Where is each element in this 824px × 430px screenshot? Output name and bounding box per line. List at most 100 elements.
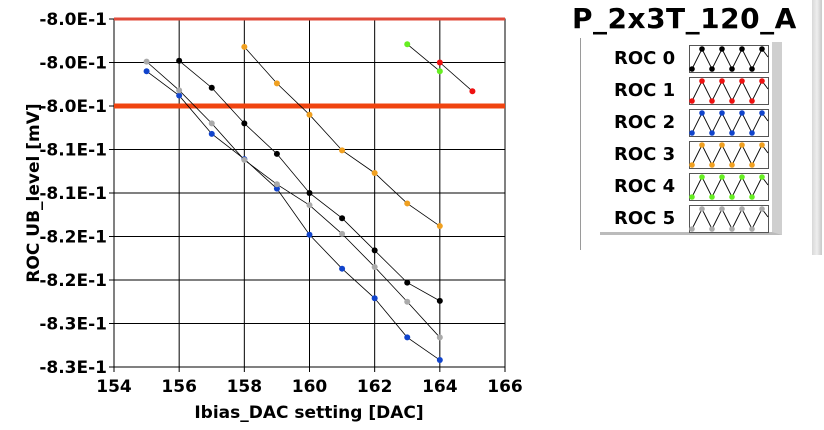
legend-marker <box>709 66 715 72</box>
legend-marker <box>729 66 735 72</box>
data-point <box>436 68 443 75</box>
scrollbar[interactable] <box>812 0 822 255</box>
chart-title: P_2x3T_120_A <box>572 2 797 35</box>
legend-marker <box>699 206 705 212</box>
legend-label: ROC 4 <box>614 176 676 197</box>
legend-label: ROC 2 <box>614 112 676 133</box>
legend-marker <box>729 130 735 136</box>
legend-marker <box>749 130 755 136</box>
data-point <box>208 84 215 91</box>
legend-swatch <box>689 109 769 137</box>
data-point <box>306 231 313 238</box>
data-point <box>241 43 248 50</box>
series-line <box>146 61 441 338</box>
legend-marker <box>689 130 695 136</box>
legend-marker <box>739 174 745 180</box>
data-point <box>371 169 378 176</box>
data-point <box>371 247 378 254</box>
data-point <box>469 88 476 95</box>
data-point <box>208 130 215 137</box>
legend-marker <box>729 194 735 200</box>
legend-marker <box>699 174 705 180</box>
legend-marker <box>709 226 715 232</box>
data-point <box>241 120 248 127</box>
legend-marker <box>759 78 765 84</box>
legend: ROC 0 ROC 1 ROC 2 ROC 3 ROC 4 ROC 5 <box>600 42 782 235</box>
data-point <box>436 357 443 364</box>
legend-item: ROC 3 <box>600 141 772 169</box>
y-tick-label: -8.0E-1 <box>39 97 107 117</box>
legend-marker <box>729 162 735 168</box>
x-axis-label: Ibias_DAC setting [DAC] <box>194 403 423 423</box>
legend-frame-divider <box>580 38 581 250</box>
data-point <box>371 295 378 302</box>
legend-marker <box>699 46 705 52</box>
legend-label: ROC 5 <box>614 208 676 229</box>
data-point <box>273 80 280 87</box>
y-tick-label: -8.0E-1 <box>39 54 107 74</box>
legend-marker <box>719 174 725 180</box>
legend-marker <box>739 110 745 116</box>
data-point <box>339 147 346 154</box>
x-tick-label: 160 <box>292 377 328 397</box>
legend-marker <box>689 98 695 104</box>
data-point <box>306 111 313 118</box>
y-tick-label: -8.1E-1 <box>39 184 107 204</box>
legend-marker <box>759 110 765 116</box>
series-roc-3 <box>241 43 443 230</box>
legend-marker <box>689 162 695 168</box>
data-point <box>436 334 443 341</box>
data-point <box>339 230 346 237</box>
data-point <box>436 297 443 304</box>
legend-swatch <box>689 45 769 73</box>
y-tick-label: -8.3E-1 <box>39 315 107 335</box>
legend-marker <box>709 130 715 136</box>
legend-marker <box>729 226 735 232</box>
data-point <box>143 68 150 75</box>
x-tick-label: 156 <box>161 377 197 397</box>
legend-marker <box>749 194 755 200</box>
series-layer <box>143 41 476 364</box>
legend-swatch <box>689 205 769 233</box>
legend-swatch <box>689 77 769 105</box>
legend-marker <box>759 206 765 212</box>
data-point <box>404 298 411 305</box>
legend-marker <box>739 206 745 212</box>
legend-marker <box>719 110 725 116</box>
legend-marker <box>739 78 745 84</box>
data-point <box>176 92 183 99</box>
legend-marker <box>749 162 755 168</box>
legend-item: ROC 5 <box>600 205 772 233</box>
legend-marker <box>749 66 755 72</box>
legend-marker <box>759 174 765 180</box>
data-point <box>241 156 248 163</box>
legend-marker <box>709 98 715 104</box>
grid <box>109 18 506 372</box>
x-tick-label: 166 <box>487 377 523 397</box>
series-roc-1 <box>436 59 476 95</box>
legend-label: ROC 0 <box>614 48 676 69</box>
data-point <box>143 58 150 65</box>
legend-item: ROC 1 <box>600 77 772 105</box>
legend-marker <box>709 194 715 200</box>
y-tick-label: -8.2E-1 <box>39 271 107 291</box>
series-roc-5 <box>143 58 443 341</box>
data-point <box>436 59 443 66</box>
y-axis-label: ROC UB_level [mV] <box>24 103 44 282</box>
data-point <box>306 202 313 209</box>
data-point <box>371 263 378 270</box>
legend-marker <box>729 98 735 104</box>
legend-marker <box>689 226 695 232</box>
legend-marker <box>719 78 725 84</box>
legend-label: ROC 3 <box>614 144 676 165</box>
x-tick-label: 154 <box>96 377 132 397</box>
series-line <box>406 43 441 72</box>
data-point <box>436 223 443 230</box>
legend-marker <box>719 142 725 148</box>
legend-item: ROC 0 <box>600 45 772 73</box>
data-point <box>404 41 411 48</box>
legend-marker <box>739 142 745 148</box>
y-tick-label: -8.1E-1 <box>39 141 107 161</box>
legend-item: ROC 4 <box>600 173 772 201</box>
